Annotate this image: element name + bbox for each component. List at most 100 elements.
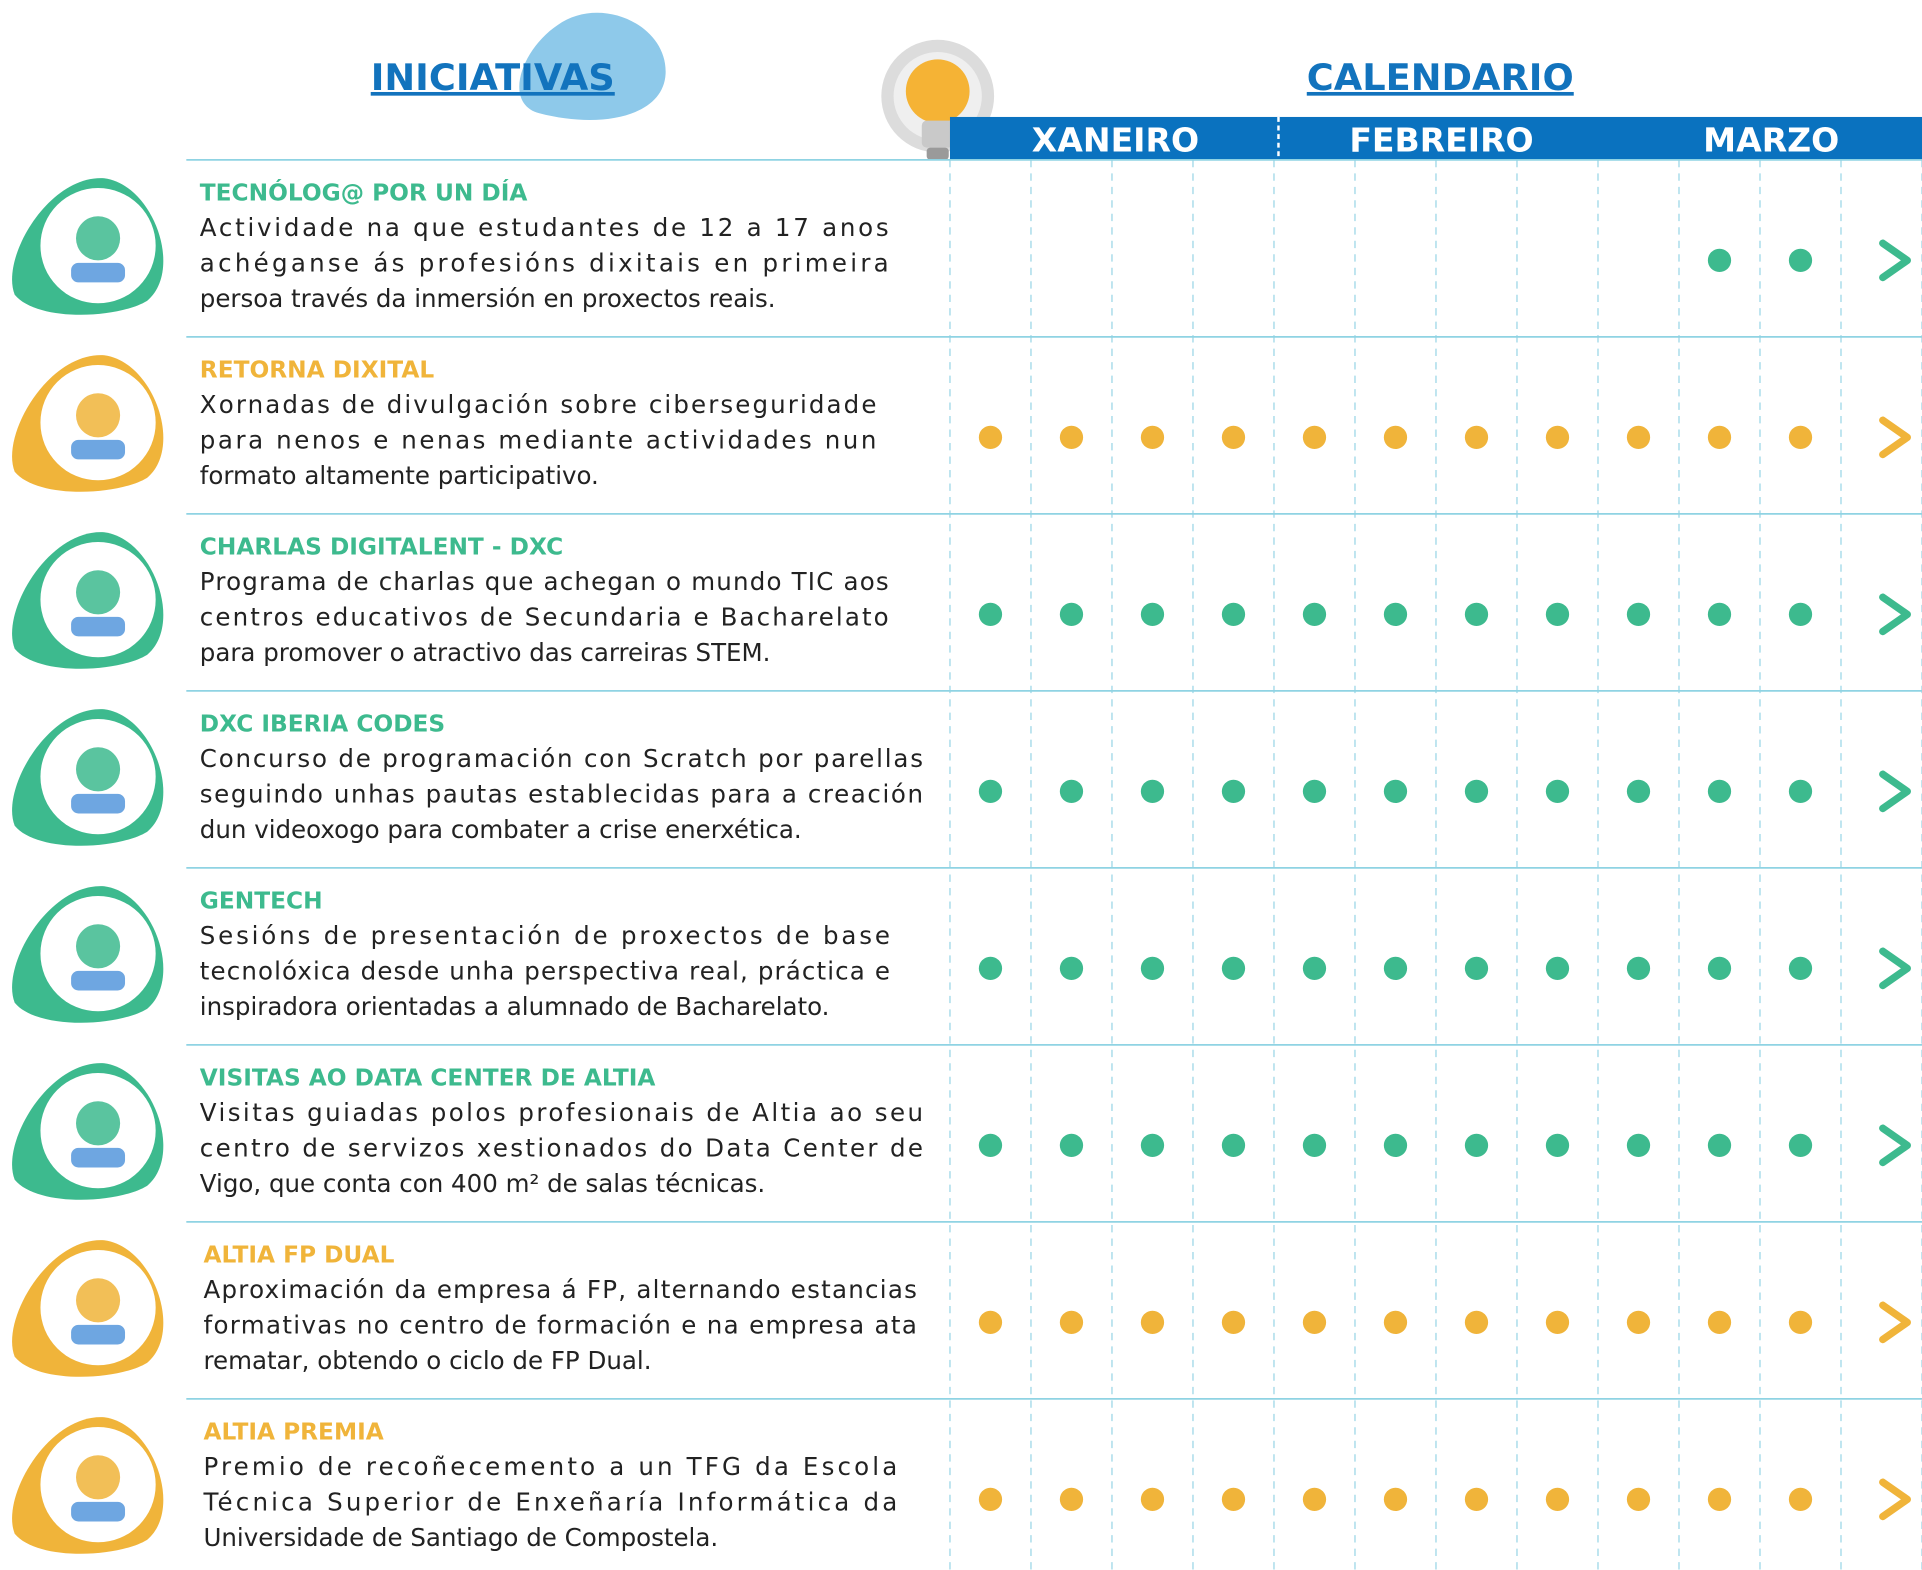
- calendar-dot: [1788, 956, 1813, 981]
- calendar-dot: [1545, 1133, 1570, 1158]
- calendar-dot: [1707, 248, 1732, 273]
- row-chevron: [1879, 770, 1911, 813]
- calendar-dot: [1383, 1310, 1408, 1335]
- row-description: formativas no centro de formación e na e…: [203, 1310, 916, 1339]
- icon-glyph: [75, 570, 121, 615]
- row-description: centros educativos de Secundaria e Bacha…: [200, 602, 889, 631]
- calendar-dot: [1302, 956, 1327, 981]
- calendar-dot: [1788, 1487, 1813, 1512]
- row-description: Aproximación da empresa á FP, alternando…: [203, 1275, 916, 1304]
- calendar-dot: [1383, 956, 1408, 981]
- calendar-dot: [1140, 1133, 1165, 1158]
- row-description: Premio de recoñecemento a un TFG da Esco…: [203, 1452, 897, 1481]
- calendar-dot: [1059, 956, 1084, 981]
- month-bar: [949, 116, 1922, 160]
- calendar-dot: [1140, 602, 1165, 627]
- calendar-dot: [1221, 1133, 1246, 1158]
- calendar-dot: [1302, 779, 1327, 804]
- calendar-dot: [1383, 779, 1408, 804]
- row-description: Sesións de presentación de proxectos de …: [200, 921, 890, 950]
- calendar-dot: [1626, 602, 1651, 627]
- calendar-dot: [1302, 425, 1327, 450]
- month-label: MARZO: [1703, 120, 1839, 159]
- calendar-dot: [1383, 1487, 1408, 1512]
- row-title: VISITAS AO DATA CENTER DE ALTIA: [200, 1064, 656, 1091]
- row: GENTECH Sesións de presentación de proxec…: [12, 866, 1922, 1023]
- row-description: Técnica Superior de Enxeñaría Informátic…: [202, 1487, 897, 1516]
- row-chevron: [1879, 1478, 1911, 1521]
- left-title: INICIATIVAS: [371, 56, 615, 99]
- month-label: XANEIRO: [1032, 120, 1199, 159]
- calendar-dot: [1626, 1310, 1651, 1335]
- calendar-dot: [1464, 1133, 1489, 1158]
- row-chevron: [1879, 416, 1911, 459]
- calendar-dot: [1140, 1487, 1165, 1512]
- row-description: Visitas guiadas polos profesionais de Al…: [200, 1098, 923, 1127]
- calendar-dot: [1707, 956, 1732, 981]
- calendar-dot: [1221, 1310, 1246, 1335]
- calendar-dot: [1140, 779, 1165, 804]
- calendar-dot: [1140, 425, 1165, 450]
- calendar-dot: [1626, 1133, 1651, 1158]
- row: RETORNA DIXITAL Xornadas de divulgación s…: [12, 335, 1922, 492]
- calendar-dot: [1302, 1310, 1327, 1335]
- calendar-dot: [1383, 1133, 1408, 1158]
- calendar-dot: [1140, 1310, 1165, 1335]
- icon-glyph: [71, 1501, 126, 1522]
- calendar-dot: [978, 425, 1003, 450]
- icon-glyph: [71, 793, 126, 814]
- row: CHARLAS DIGITALENT - DXC Programa de char…: [12, 512, 1922, 669]
- row-description: formato altamente participativo.: [200, 461, 599, 490]
- row-description: Universidade de Santiago de Compostela.: [203, 1523, 718, 1552]
- row-description: dun videoxogo para combater a crise ener…: [200, 815, 802, 844]
- icon-glyph: [71, 616, 126, 637]
- icon-glyph: [75, 393, 121, 438]
- row-description: centro de servizos xestionados do Data C…: [200, 1133, 923, 1162]
- rows: TECNÓLOG@ POR UN DÍA Actividade na que es…: [12, 158, 1922, 1554]
- calendar-dot: [1464, 779, 1489, 804]
- header-blob: [519, 12, 666, 120]
- calendar-dot: [1545, 1310, 1570, 1335]
- row-description: achéganse ás profesións dixitais en prim…: [200, 248, 889, 277]
- calendar-dot: [1383, 602, 1408, 627]
- calendar-dot: [1140, 956, 1165, 981]
- row: TECNÓLOG@ POR UN DÍA Actividade na que es…: [12, 158, 1922, 315]
- row-chevron: [1879, 947, 1911, 990]
- icon-glyph: [75, 747, 121, 792]
- row-description: Concurso de programación con Scratch por…: [200, 744, 923, 773]
- calendar-dot: [1626, 1487, 1651, 1512]
- row-title: CHARLAS DIGITALENT - DXC: [200, 533, 563, 560]
- row-chevron: [1879, 1301, 1911, 1344]
- calendar-dot: [1788, 1133, 1813, 1158]
- row-description: rematar, obtendo o ciclo de FP Dual.: [203, 1346, 651, 1375]
- calendar-dot: [1707, 1487, 1732, 1512]
- row-description: Xornadas de divulgación sobre cibersegur…: [200, 390, 877, 419]
- row-title: GENTECH: [200, 887, 323, 914]
- calendar-dot: [1059, 779, 1084, 804]
- row-title: TECNÓLOG@ POR UN DÍA: [200, 178, 528, 206]
- calendar-dot: [1464, 1310, 1489, 1335]
- calendar-dot: [1626, 425, 1651, 450]
- calendar-dot: [1221, 956, 1246, 981]
- icon-glyph: [75, 1455, 121, 1500]
- row-title: DXC IBERIA CODES: [200, 710, 445, 737]
- calendar-dot: [1221, 425, 1246, 450]
- row: DXC IBERIA CODES Concurso de programación…: [12, 689, 1922, 846]
- calendar-dot: [1464, 1487, 1489, 1512]
- calendar-dot: [1707, 1133, 1732, 1158]
- icon-glyph: [75, 1278, 121, 1323]
- row-chevron: [1879, 1124, 1911, 1167]
- icon-glyph: [75, 216, 121, 261]
- calendar-dot: [1464, 956, 1489, 981]
- calendar-dot: [1059, 425, 1084, 450]
- calendar-dot: [1788, 248, 1813, 273]
- icon-glyph: [71, 262, 126, 283]
- calendar-dot: [978, 1487, 1003, 1512]
- row-description: Vigo, que conta con 400 m² de salas técn…: [200, 1169, 765, 1198]
- calendar-dot: [1059, 1133, 1084, 1158]
- row-chevron: [1879, 239, 1911, 282]
- row-description: Actividade na que estudantes de 12 a 17 …: [200, 213, 889, 242]
- calendar-dot: [1059, 602, 1084, 627]
- calendar-dot: [1545, 1487, 1570, 1512]
